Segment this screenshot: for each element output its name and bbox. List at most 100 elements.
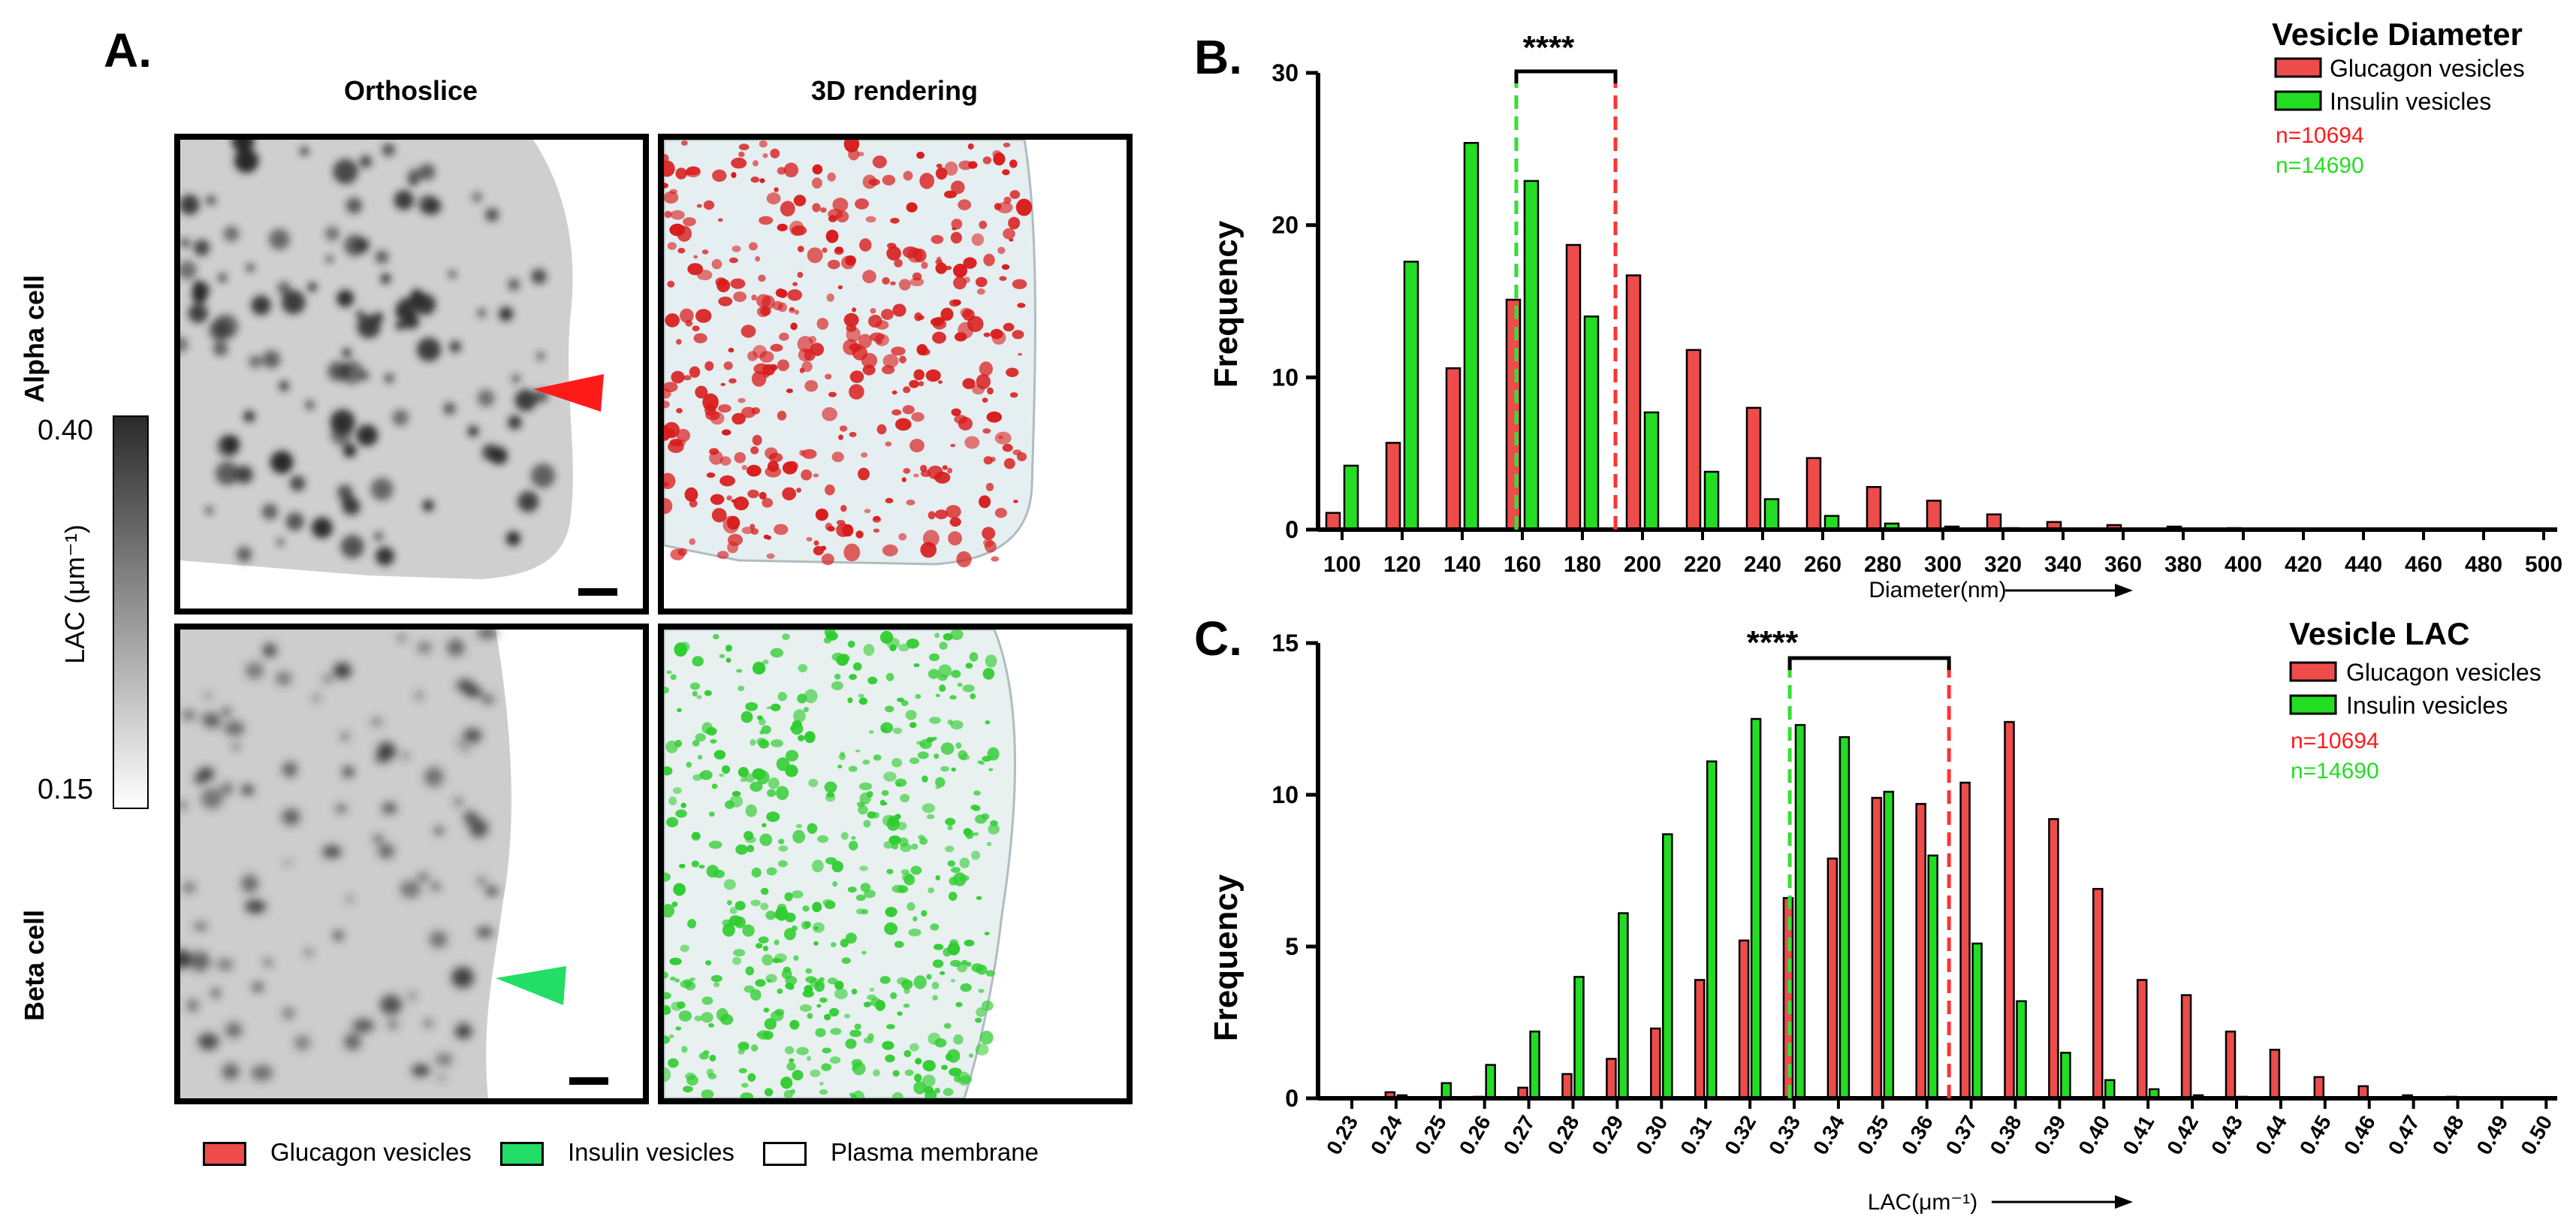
alpha-red-vesicle xyxy=(873,516,881,521)
beta-green-vesicle xyxy=(837,765,842,769)
alpha-red-vesicle xyxy=(1018,353,1022,356)
alpha-red-vesicle xyxy=(979,221,987,229)
bar-glucagon xyxy=(2182,995,2191,1098)
col-title-3d-rendering: 3D rendering xyxy=(658,75,1131,107)
beta-vesicle-spot xyxy=(415,692,423,699)
alpha-red-vesicle xyxy=(828,260,840,270)
bar-glucagon xyxy=(2005,722,2014,1098)
alpha-red-vesicle xyxy=(755,256,760,261)
beta-green-vesicle xyxy=(679,1010,692,1022)
alpha-red-vesicle xyxy=(1003,444,1013,452)
alpha-red-vesicle xyxy=(832,198,848,212)
x-tick-label: 180 xyxy=(1564,552,1601,577)
beta-green-vesicle xyxy=(980,1031,994,1044)
beta-green-vesicle xyxy=(698,755,702,759)
beta-green-vesicle xyxy=(886,1024,895,1029)
alpha-vesicle-spot xyxy=(269,229,290,250)
beta-vesicle-spot xyxy=(333,663,351,678)
beta-green-vesicle xyxy=(807,1013,813,1019)
beta-vesicle-spot xyxy=(469,819,488,838)
alpha-red-vesicle xyxy=(998,436,1003,439)
beta-green-vesicle xyxy=(683,979,693,985)
beta-green-vesicle xyxy=(885,705,894,712)
alpha-red-vesicle xyxy=(921,261,928,269)
alpha-red-vesicle xyxy=(883,354,899,367)
alpha-red-vesicle xyxy=(844,313,859,327)
alpha-vesicle-spot xyxy=(472,192,482,203)
alpha-vesicle-spot xyxy=(189,303,208,323)
alpha-red-vesicle xyxy=(906,500,915,506)
beta-green-vesicle xyxy=(976,1043,989,1055)
alpha-red-vesicle xyxy=(1016,199,1032,216)
alpha-red-vesicle xyxy=(807,537,813,542)
beta-green-vesicle xyxy=(750,900,761,907)
alpha-red-vesicle xyxy=(918,381,925,386)
alpha-red-vesicle xyxy=(786,388,793,393)
x-tick-label: 340 xyxy=(2044,552,2082,577)
beta-green-vesicle xyxy=(762,1031,774,1040)
x-tick-label: 0.50 xyxy=(2516,1112,2556,1159)
beta-green-vesicle xyxy=(924,1086,934,1094)
beta-green-vesicle xyxy=(901,869,909,874)
alpha-vesicle-spot xyxy=(290,476,306,491)
alpha-red-vesicle xyxy=(892,391,897,394)
chart-c-x-arrowhead xyxy=(2115,1195,2133,1209)
beta-green-vesicle xyxy=(745,702,758,711)
beta-vesicle-spot xyxy=(282,809,300,826)
beta-green-vesicle xyxy=(767,706,771,709)
beta-vesicle-spot xyxy=(265,962,273,966)
beta-green-vesicle xyxy=(975,1018,982,1023)
beta-vesicle-spot xyxy=(412,1064,430,1076)
beta-green-vesicle xyxy=(844,1014,850,1019)
alpha-red-vesicle xyxy=(792,282,798,286)
alpha-red-vesicle xyxy=(837,520,845,525)
beta-green-vesicle xyxy=(946,1054,953,1061)
alpha-red-vesicle xyxy=(840,425,847,431)
beta-vesicle-spot xyxy=(463,728,482,743)
alpha-red-vesicle xyxy=(899,356,906,364)
bar-glucagon xyxy=(1807,458,1820,530)
beta-green-vesicle xyxy=(973,790,981,796)
beta-vesicle-spot xyxy=(323,675,332,683)
beta-green-vesicle xyxy=(766,811,780,822)
alpha-vesicle-spot xyxy=(308,282,317,291)
beta-green-vesicle xyxy=(945,818,955,826)
alpha-vesicle-spot xyxy=(218,273,227,282)
beta-green-vesicle xyxy=(836,655,848,666)
beta-vesicle-spot xyxy=(201,712,219,726)
x-tick-label: 0.29 xyxy=(1587,1112,1627,1159)
alpha-red-vesicle xyxy=(683,217,696,226)
alpha-red-vesicle xyxy=(731,500,737,503)
beta-green-vesicle xyxy=(882,802,887,805)
alpha-vesicle-spot xyxy=(506,531,520,545)
alpha-red-vesicle xyxy=(764,535,770,539)
beta-vesicle-spot xyxy=(352,1019,374,1032)
beta-green-vesicle xyxy=(914,975,927,989)
beta-vesicle-spot xyxy=(438,1074,445,1080)
bar-glucagon xyxy=(1917,804,1926,1098)
y-tick-label: 10 xyxy=(1271,364,1299,391)
beta-green-vesicle xyxy=(891,758,902,767)
beta-green-vesicle xyxy=(830,1028,841,1034)
alpha-red-vesicle xyxy=(695,309,711,323)
beta-green-vesicle xyxy=(911,844,918,850)
alpha-red-vesicle xyxy=(862,270,876,283)
alpha-red-vesicle xyxy=(946,505,961,518)
beta-green-vesicle xyxy=(709,1055,716,1061)
beta-green-vesicle xyxy=(849,1030,861,1037)
alpha-vesicle-spot xyxy=(449,341,461,353)
alpha-red-vesicle xyxy=(1006,368,1018,377)
bar-glucagon xyxy=(1867,487,1881,530)
alpha-red-vesicle xyxy=(750,524,755,529)
beta-green-vesicle xyxy=(886,673,894,681)
beta-green-vesicle xyxy=(973,832,979,836)
alpha-red-vesicle xyxy=(671,210,685,220)
beta-green-vesicle xyxy=(884,923,897,935)
alpha-red-vesicle xyxy=(834,247,844,255)
beta-green-vesicle xyxy=(797,693,807,703)
beta-green-vesicle xyxy=(692,832,700,838)
beta-green-vesicle xyxy=(825,781,837,793)
alpha-red-vesicle xyxy=(677,548,687,556)
alpha-red-vesicle xyxy=(741,407,756,418)
x-tick-label: 400 xyxy=(2225,552,2262,577)
